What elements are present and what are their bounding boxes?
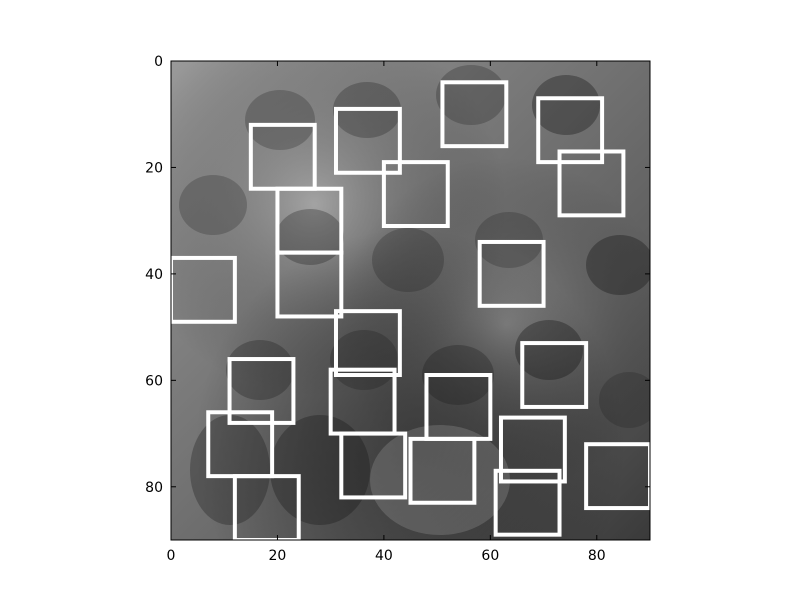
face-bounding-box [171,255,237,324]
x-tick-label: 40 [375,548,393,564]
x-tick-label: 60 [481,548,499,564]
y-tick-label: 20 [145,160,163,176]
x-tick-label: 20 [269,548,287,564]
face-bounding-box [493,468,562,537]
y-tick-label: 0 [154,54,163,70]
face-bounding-box [584,442,650,511]
face-bounding-box [520,341,589,409]
y-tick-label: 40 [145,267,163,283]
plot-frame [170,60,651,541]
x-axis: 0 20 40 60 80 [167,61,606,564]
face-bounding-box [557,149,626,218]
face-bounding-box [275,250,344,319]
face-bounding-box [536,96,605,165]
y-tick-label: 80 [145,480,163,496]
face-bounding-box [227,357,296,425]
x-tick-label: 0 [167,548,176,564]
face-bounding-box [381,160,450,228]
x-tick-label: 80 [588,548,606,564]
face-bounding-box [339,431,408,500]
y-axis: 0 20 40 60 80 [145,54,650,496]
face-bounding-box [333,106,402,175]
face-bounding-box [440,80,509,149]
face-bounding-box [498,415,567,484]
face-bounding-box [333,309,402,378]
face-bounding-box [408,436,477,505]
face-bounding-box [477,239,546,308]
photo [171,61,650,540]
bounding-boxes [171,80,650,540]
y-tick-label: 60 [145,373,163,389]
